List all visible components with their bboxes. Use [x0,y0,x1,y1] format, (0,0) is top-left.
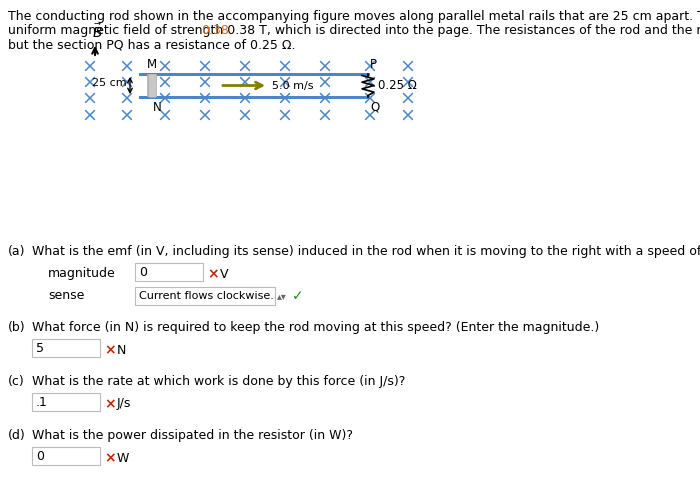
Text: (d): (d) [8,429,26,442]
Text: 0: 0 [36,449,44,463]
Text: N: N [117,344,127,357]
Text: magnitude: magnitude [48,267,116,280]
Text: V: V [220,267,228,281]
Text: ✓: ✓ [292,289,304,303]
Text: (a): (a) [8,245,25,258]
Text: .1: .1 [36,395,48,408]
Text: ×: × [104,343,116,357]
Text: ×: × [104,397,116,411]
Text: (c): (c) [8,375,25,388]
Text: Current flows clockwise.: Current flows clockwise. [139,291,274,301]
Text: $\vec{B}$: $\vec{B}$ [92,22,103,41]
Text: 0: 0 [139,265,147,279]
Text: ▴▾: ▴▾ [277,291,287,301]
Text: P: P [370,58,377,71]
Text: ×: × [207,267,218,281]
Text: 0.38: 0.38 [201,24,229,37]
FancyBboxPatch shape [32,447,100,465]
Text: The conducting rod shown in the accompanying figure moves along parallel metal r: The conducting rod shown in the accompan… [8,10,700,23]
FancyBboxPatch shape [32,393,100,411]
Text: What is the emf (in V, including its sense) induced in the rod when it is moving: What is the emf (in V, including its sen… [32,245,700,258]
FancyBboxPatch shape [135,263,203,281]
Text: uniform magnetic field of strength 0.38 T, which is directed into the page. The : uniform magnetic field of strength 0.38 … [8,24,700,37]
Text: sense: sense [48,289,85,302]
Text: 25 cm: 25 cm [92,79,127,88]
Text: What force (in N) is required to keep the rod moving at this speed? (Enter the m: What force (in N) is required to keep th… [32,321,599,334]
Text: but the section PQ has a resistance of 0.25 Ω.: but the section PQ has a resistance of 0… [8,38,295,51]
FancyBboxPatch shape [135,287,275,305]
Text: ×: × [104,451,116,465]
Text: 5: 5 [36,342,44,354]
Text: Q: Q [370,101,379,114]
Text: What is the power dissipated in the resistor (in W)?: What is the power dissipated in the resi… [32,429,353,442]
Text: N: N [153,101,162,114]
FancyBboxPatch shape [32,339,100,357]
Text: J/s: J/s [117,398,132,410]
Text: M: M [147,58,157,71]
Text: (b): (b) [8,321,26,334]
Text: What is the rate at which work is done by this force (in J/s)?: What is the rate at which work is done b… [32,375,405,388]
Text: W: W [117,451,130,465]
Text: 0.25 Ω: 0.25 Ω [378,79,417,92]
Text: 5.0 m/s: 5.0 m/s [272,81,314,90]
